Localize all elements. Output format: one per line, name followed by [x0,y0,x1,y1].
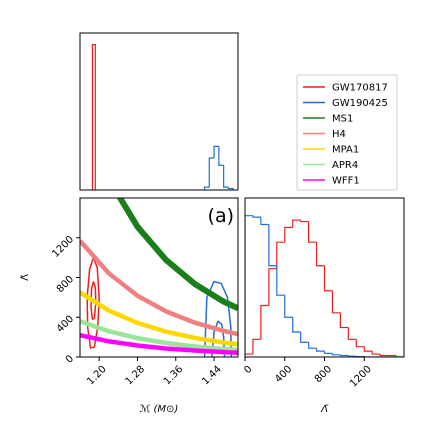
histogram-step [331,290,341,314]
histogram-step [223,165,229,188]
legend-label: GW190425 [332,98,388,109]
histogram-step [208,157,215,188]
histogram-step [323,265,333,292]
histogram-step [218,146,224,166]
histogram-step [363,346,373,352]
histogram-step [252,215,261,218]
histogram-step [355,339,365,348]
histogram-step [284,226,293,243]
x-tick-label: 1.20 [85,364,109,388]
histogram-step [276,265,285,296]
histogram-step [339,354,349,357]
histogram-step [300,331,309,343]
legend-label: APR4 [332,160,358,171]
histogram-step [245,215,253,357]
y-tick-label: 1200 [50,234,76,260]
histogram-step [284,295,293,318]
contour [90,281,97,320]
x-tick-label: 1.44 [200,364,224,388]
eos-curve [116,198,238,312]
x-axis-label: Λ̃ [320,403,329,415]
y-axis-label: Λ̃ [19,274,31,281]
legend-label: H4 [332,129,346,140]
histogram-step [91,44,96,190]
histogram-step [292,219,301,228]
x-tick-label: 1.28 [124,364,148,388]
histogram-step [323,351,333,354]
histogram-step [395,355,404,357]
histogram-step [245,353,253,357]
histogram-step [276,241,285,269]
contour [203,280,233,357]
plot-frame [244,197,405,358]
plot-frame [79,197,239,358]
histogram-step [213,145,219,159]
contour [86,257,100,349]
legend-box [296,74,398,191]
x-tick-label: 800 [313,364,334,385]
legend-label: GW170817 [332,83,388,94]
eos-curve [80,319,238,353]
histogram-step [347,355,357,357]
eos-curve [80,239,238,337]
x-tick-label: 1.36 [162,364,186,388]
histogram-step [268,224,277,267]
legend-label: MPA1 [332,145,359,156]
histogram-step [227,187,234,190]
histogram-step [300,220,309,223]
annotation: (a) [208,205,234,227]
plot-area [80,198,238,357]
histogram-step [339,312,349,329]
x-tick-label: 0 [242,364,254,376]
histogram-step [292,317,301,333]
histogram-step [308,342,317,349]
histogram-step [347,327,357,340]
x-tick-label: 400 [273,364,294,385]
plot-frame [79,32,239,191]
histogram-step [260,217,269,226]
y-tick-label: 400 [55,314,76,335]
plot-area [245,215,404,357]
histogram-step [203,186,210,190]
histogram-step [252,338,261,355]
y-tick-label: 0 [64,353,76,365]
histogram-step [315,242,325,267]
plot-area [91,44,234,190]
x-axis-label: ℳ (M⊙) [140,404,179,415]
histogram-step [331,353,341,356]
legend-label: WFF1 [332,176,360,187]
histogram-step [308,221,317,243]
histogram-step [268,268,277,306]
x-tick-label: 1200 [348,364,374,390]
y-tick-label: 800 [55,274,76,295]
legend-label: MS1 [332,114,353,125]
eos-curve [80,332,238,355]
histogram-step [315,348,325,352]
histogram-step [371,351,381,355]
histogram-step [260,304,269,340]
histogram-step [379,354,389,357]
eos-curve [80,290,238,347]
